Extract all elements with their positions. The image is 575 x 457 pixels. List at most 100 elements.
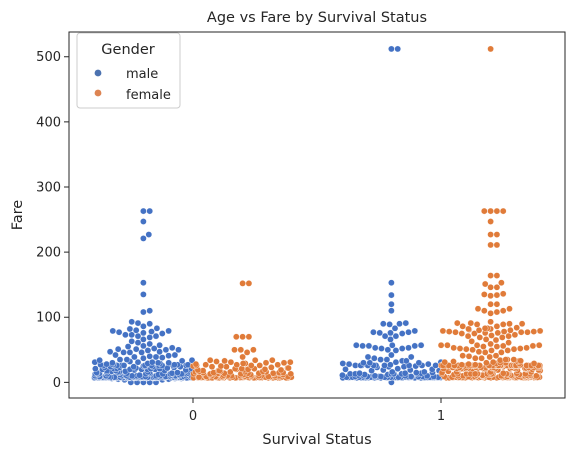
female-point (454, 320, 460, 326)
female-point (524, 329, 530, 335)
male-point (360, 360, 366, 366)
female-point (537, 328, 543, 334)
female-point (494, 242, 500, 248)
male-point (366, 343, 372, 349)
male-point (408, 373, 414, 379)
female-point (481, 308, 487, 314)
male-point (421, 369, 427, 375)
female-point (457, 345, 463, 351)
female-point (495, 330, 501, 336)
male-point (129, 319, 135, 325)
male-point (147, 334, 153, 340)
male-point (140, 355, 146, 361)
female-point (494, 301, 500, 307)
female-point (506, 306, 512, 312)
female-point (470, 347, 476, 353)
male-point (378, 356, 384, 362)
female-point (250, 347, 256, 353)
female-point (469, 338, 475, 344)
female-point (500, 291, 506, 297)
female-point (494, 284, 500, 290)
male-point (387, 362, 393, 368)
male-point (147, 353, 153, 359)
male-point (388, 308, 394, 314)
female-point (246, 334, 252, 340)
male-point (405, 345, 411, 351)
male-point (388, 301, 394, 307)
male-point (110, 328, 116, 334)
male-point (381, 362, 387, 368)
female-point (476, 327, 482, 333)
female-point (506, 333, 512, 339)
female-point (494, 208, 500, 214)
male-point (92, 366, 98, 372)
male-point (147, 321, 153, 327)
male-point (131, 354, 137, 360)
male-point (382, 333, 388, 339)
male-point (157, 349, 163, 355)
male-point (384, 356, 390, 362)
male-point (140, 330, 146, 336)
male-point (408, 354, 414, 360)
female-point (223, 364, 229, 370)
female-point (487, 354, 493, 360)
male-point (149, 359, 155, 365)
female-point (240, 360, 246, 366)
male-point (140, 218, 146, 224)
legend-swatch-male (95, 70, 102, 77)
male-point (388, 46, 394, 52)
male-point (166, 328, 172, 334)
male-point (151, 345, 157, 351)
female-point (512, 332, 518, 338)
male-point (133, 346, 139, 352)
male-point (153, 333, 159, 339)
male-point (146, 231, 152, 237)
female-point (465, 326, 471, 332)
y-tick-label: 0 (53, 376, 61, 391)
male-point (140, 323, 146, 329)
female-point (500, 208, 506, 214)
male-point (125, 343, 131, 349)
female-point (511, 346, 517, 352)
female-point (511, 356, 517, 362)
y-tick-label: 100 (36, 311, 61, 326)
female-point (536, 342, 542, 348)
male-point (393, 347, 399, 353)
female-point (257, 362, 263, 368)
female-point (248, 362, 254, 368)
female-point (488, 218, 494, 224)
male-point (412, 343, 418, 349)
female-point (287, 359, 293, 365)
male-point (140, 208, 146, 214)
female-point (474, 342, 480, 348)
male-point (392, 325, 398, 331)
female-point (500, 308, 506, 314)
male-point (122, 332, 128, 338)
female-point (238, 347, 244, 353)
male-point (135, 359, 141, 365)
male-point (97, 357, 103, 363)
male-point (380, 321, 386, 327)
female-point (493, 337, 499, 343)
male-point (387, 321, 393, 327)
female-point (472, 362, 478, 368)
female-point (481, 291, 487, 297)
female-point (498, 349, 504, 355)
y-axis-label: Fare (10, 200, 26, 231)
male-point (117, 356, 123, 362)
male-point (387, 330, 393, 336)
female-point (500, 321, 506, 327)
male-point (121, 349, 127, 355)
male-point (163, 347, 169, 353)
female-point (203, 362, 209, 368)
male-point (121, 362, 127, 368)
male-point (140, 343, 146, 349)
male-point (129, 338, 135, 344)
male-point (371, 355, 377, 361)
male-point (154, 325, 160, 331)
female-point (488, 272, 494, 278)
male-point (159, 330, 165, 336)
male-point (367, 360, 373, 366)
female-point (466, 353, 472, 359)
